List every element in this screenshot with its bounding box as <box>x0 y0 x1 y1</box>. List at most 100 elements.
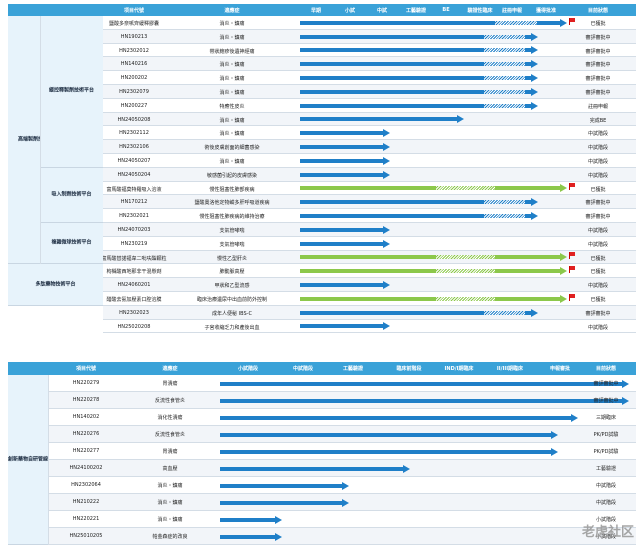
bar-fill <box>300 214 531 219</box>
status-text: 審評審批中 <box>585 310 611 317</box>
status-text: 審評審批中 <box>585 200 611 207</box>
bar-fill <box>300 20 561 25</box>
indication: 慢性阻塞性肺部疾病 <box>209 186 255 193</box>
table-row: HN220221 消炎・鎮痛 小試階段 <box>48 511 636 528</box>
progress-bar <box>220 515 283 524</box>
status-text: 中試階段 <box>587 228 609 234</box>
flag-icon <box>569 266 576 274</box>
column-divider <box>48 375 49 545</box>
progress-bar <box>300 74 538 83</box>
arrow-head <box>571 413 578 422</box>
flag-icon <box>569 252 576 260</box>
flag-icon <box>569 293 576 301</box>
indication: 甲狀和乙型流感 <box>214 283 250 290</box>
progress-bar <box>300 198 538 207</box>
arrow-head <box>275 515 283 524</box>
indication: 消炎・鎮痛 <box>219 90 245 96</box>
group-text: 吸入制劑技術平台 <box>51 191 92 198</box>
bar-fill <box>300 200 531 205</box>
indication: 消炎・鎮痛 <box>157 500 183 506</box>
status-text: 審評審批中 <box>585 62 611 69</box>
hatched-segment <box>483 62 525 67</box>
flag-icon <box>569 17 576 25</box>
project-code: HN2302023 <box>119 309 149 316</box>
indication: 支氣管哮喘 <box>219 228 245 234</box>
progress-bar <box>300 18 568 27</box>
pipeline-table-innovative: 項目代號 適應症 小試階段 中試階段 工藝驗證 臨床前階段 IND/I期臨床 II/III期臨… <box>8 362 636 546</box>
bar-fill <box>300 186 561 191</box>
project-code: HN24050208 <box>117 116 151 123</box>
bar-fill <box>300 310 531 315</box>
indication: 帕金森症的改良 <box>152 534 188 540</box>
group-text: 緩控釋製劑技術平台 <box>48 87 94 94</box>
project-code: 醋酸去氨加壓素口腔溶膜 <box>106 297 162 303</box>
bar-fill <box>300 117 457 122</box>
indication: 胃潰瘍 <box>162 381 178 387</box>
indication: 消炎・鎮痛 <box>219 117 245 124</box>
progress-bar <box>300 322 390 331</box>
progress-bar <box>300 46 538 55</box>
table-row: HN2302021 慢性阻塞性肺疾病的維持治療 審評審批中 <box>103 209 636 223</box>
status-text: 註冊申報 <box>587 103 609 110</box>
indication: 術後皮膚創面的細菌感染 <box>204 145 260 152</box>
table-row: HN2302012 帶狀皰疹後遺神經痛 審評審批中 <box>103 44 636 58</box>
status-text: 三期臨床 <box>595 415 617 421</box>
arrow-head <box>622 379 629 388</box>
arrow-head <box>622 396 629 405</box>
status-text: 審評審批中 <box>585 48 611 55</box>
progress-bar <box>300 267 568 276</box>
table-row: HN25010205 帕金森症的改良 小試階段 <box>48 528 636 545</box>
header-cell: 臨床前階段 <box>396 366 422 372</box>
status-text: 中試階段 <box>587 283 609 290</box>
arrow-head <box>382 129 390 138</box>
bar-fill <box>300 296 561 301</box>
indication: 消炎・鎮痛 <box>219 21 245 27</box>
hatched-segment <box>436 186 496 191</box>
progress-bar <box>220 532 283 541</box>
progress-bar <box>220 379 629 388</box>
status-text: 小試階段 <box>595 534 617 540</box>
bar-fill <box>220 449 551 454</box>
progress-bar <box>220 396 629 405</box>
arrow-head <box>341 481 349 490</box>
bar-fill <box>300 324 383 329</box>
arrow-head <box>530 308 538 317</box>
table-row: HN200202 消炎・鎮痛 審評審批中 <box>103 71 636 85</box>
column-divider <box>40 16 41 264</box>
status-text: 中試階段 <box>587 172 609 179</box>
header-cell: 獲得批准 <box>535 8 557 14</box>
project-code: HN220221 <box>72 516 100 522</box>
arrow-head <box>382 170 390 179</box>
hatched-segment <box>436 269 496 274</box>
header-cell: 適應症 <box>162 366 178 372</box>
indication: 胃潰瘍 <box>162 449 178 455</box>
table-row: HN24050207 消炎・鎮痛 中試階段 <box>103 154 636 168</box>
table-row: HN200227 特應性皮炎 註冊申報 <box>103 99 636 113</box>
project-code: HN24070203 <box>117 227 151 233</box>
header-cell: 工藝驗證 <box>342 366 364 372</box>
project-code: HN2302079 <box>119 89 149 95</box>
header-cell: BE <box>442 7 450 13</box>
table-row: HN170212 鹽酸奧洛他定物鹼多肝呼吸道疾病 審評審批中 <box>103 195 636 210</box>
flag-icon <box>569 183 576 191</box>
status-text: PK/PD試驗 <box>593 432 619 438</box>
status-text: 審評審批中 <box>585 76 611 83</box>
project-code: HN210222 <box>72 499 100 505</box>
hatched-segment <box>436 255 496 260</box>
status-text: 已獲批 <box>590 297 606 303</box>
arrow-head <box>530 87 538 96</box>
status-text: 中試階段 <box>595 483 617 489</box>
project-code: HN2302012 <box>119 47 149 54</box>
table-row: HN25020208 子宮收縮乏力和產後出血 中試階段 <box>103 320 636 334</box>
indication: 慢性乙型肝炎 <box>216 255 248 262</box>
status-text: 中試階段 <box>587 241 609 248</box>
progress-bar <box>220 430 558 439</box>
bar-fill <box>300 76 531 81</box>
status-text: 小試階段 <box>595 517 617 523</box>
hatched-segment <box>483 200 525 205</box>
bar-fill <box>300 48 531 53</box>
indication: 特應性皮炎 <box>219 103 245 110</box>
table-row: HN220278 反流性食管炎 審評審批中 <box>48 392 636 409</box>
project-code: HN220278 <box>72 397 100 403</box>
project-code: HN2302021 <box>119 213 149 220</box>
